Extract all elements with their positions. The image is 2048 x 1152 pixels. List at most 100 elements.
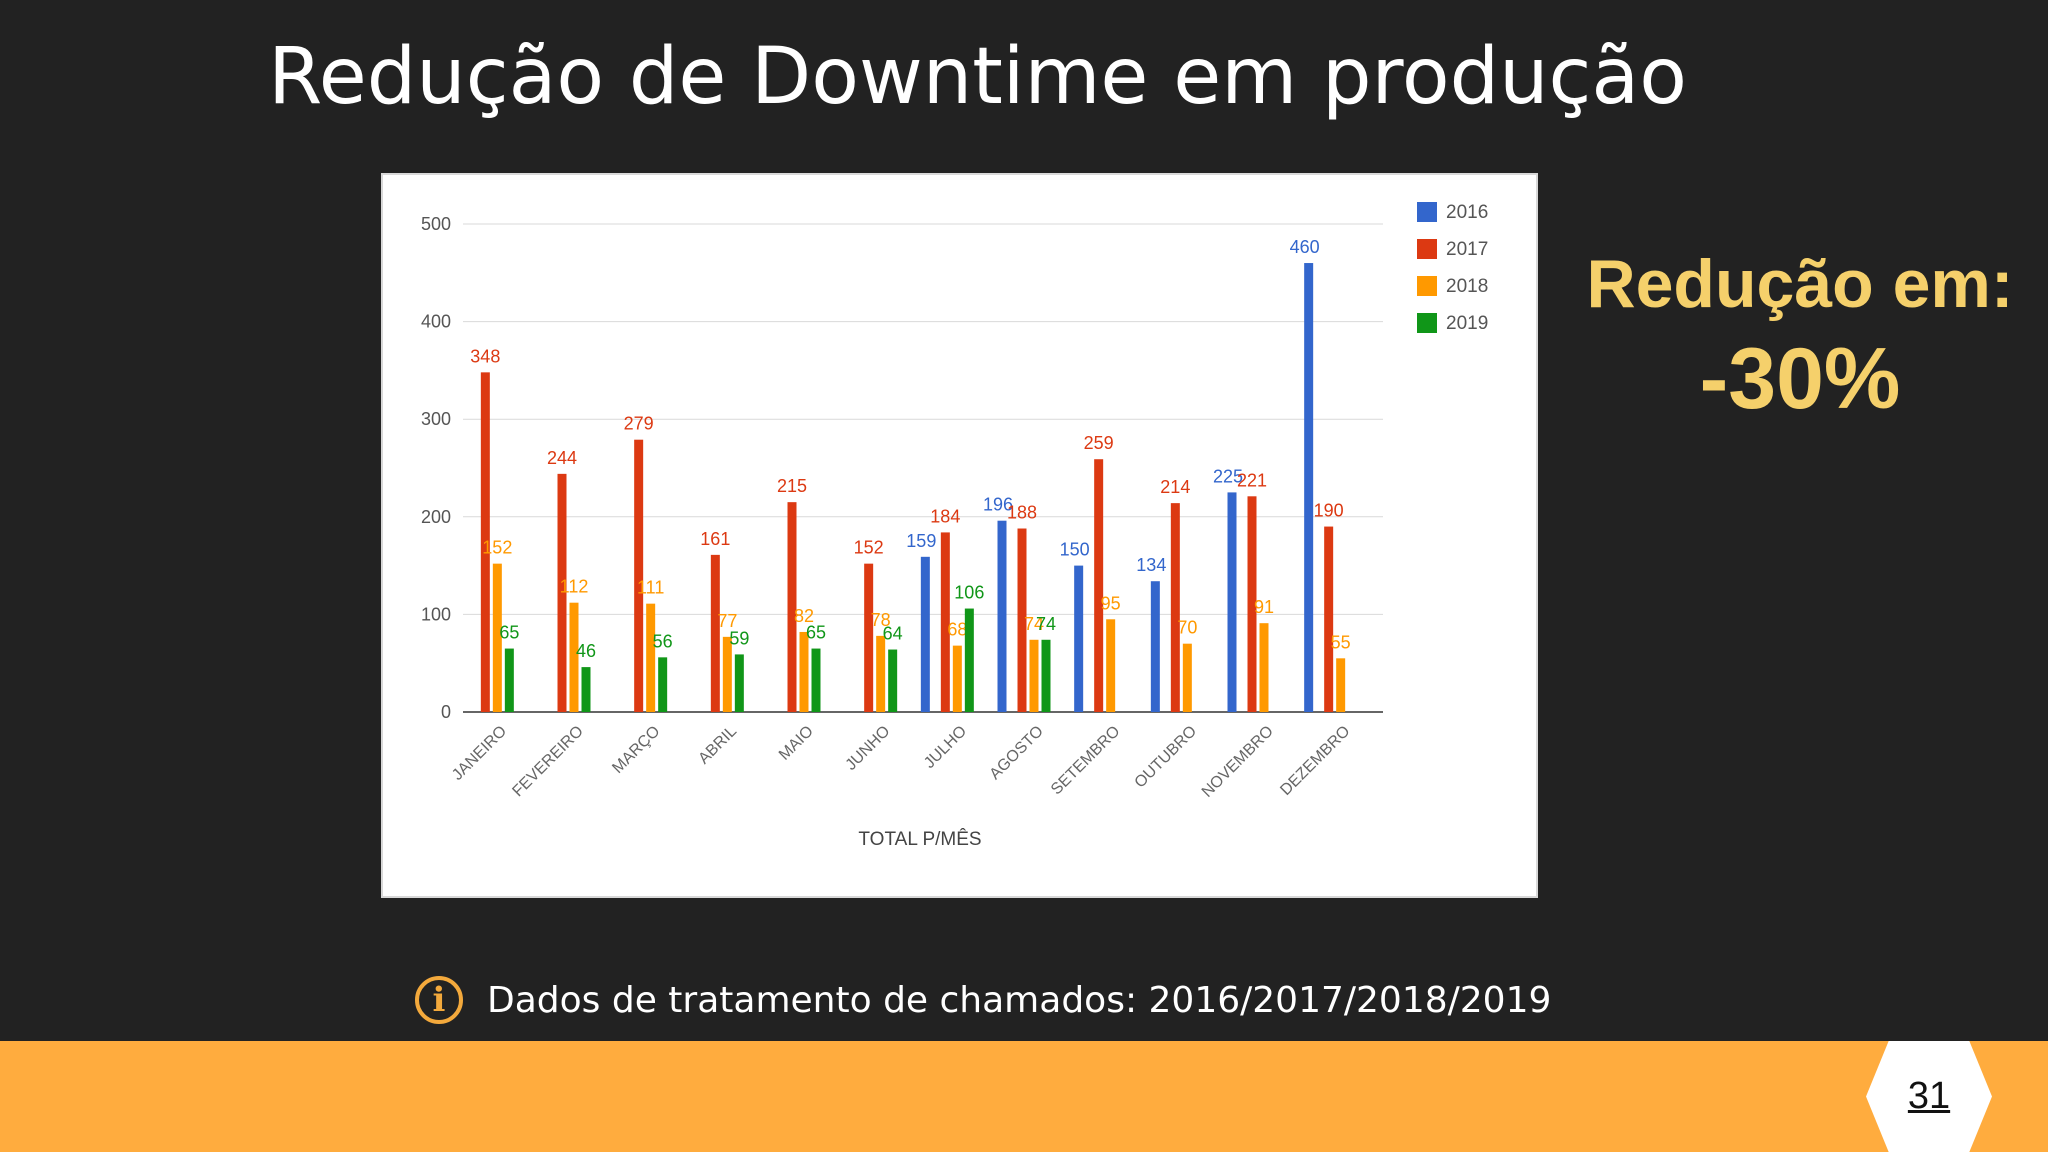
bar-2017-fevereiro bbox=[557, 473, 567, 712]
data-label: 59 bbox=[729, 628, 749, 648]
x-tick-label: MAIO bbox=[776, 723, 817, 764]
x-tick-label: JULHO bbox=[921, 723, 970, 772]
bar-2017-agosto bbox=[1017, 528, 1027, 712]
y-tick-label: 500 bbox=[421, 214, 451, 234]
data-label: 225 bbox=[1213, 466, 1243, 486]
bar-2019-agosto bbox=[1041, 639, 1051, 712]
bar-2019-janeiro bbox=[504, 648, 514, 712]
bar-2017-junho bbox=[864, 563, 874, 712]
data-label: 259 bbox=[1084, 433, 1114, 453]
y-tick-label: 100 bbox=[421, 604, 451, 624]
data-label: 460 bbox=[1290, 237, 1320, 257]
bar-2019-maio bbox=[811, 648, 821, 712]
bar-2019-junho bbox=[888, 649, 898, 712]
bar-2017-abril bbox=[710, 554, 720, 712]
bar-2018-abril bbox=[722, 636, 732, 712]
data-label: 348 bbox=[470, 346, 500, 366]
data-label: 112 bbox=[560, 577, 589, 597]
data-label: 190 bbox=[1314, 501, 1344, 521]
legend-label: 2017 bbox=[1446, 239, 1488, 260]
legend-swatch-2016 bbox=[1417, 202, 1437, 222]
info-circle-icon: i bbox=[415, 976, 463, 1024]
data-label: 244 bbox=[547, 448, 577, 468]
data-label: 152 bbox=[854, 538, 884, 558]
data-label: 111 bbox=[637, 578, 664, 598]
x-tick-label: SETEMBRO bbox=[1048, 723, 1124, 799]
data-label: 78 bbox=[871, 610, 891, 630]
data-label: 95 bbox=[1101, 593, 1121, 613]
data-label: 64 bbox=[883, 624, 903, 644]
bar-2018-dezembro bbox=[1336, 658, 1346, 712]
y-tick-label: 300 bbox=[421, 409, 451, 429]
chart-legend: 2016 2017 2018 2019 bbox=[1417, 202, 1488, 334]
bar-2018-janeiro bbox=[492, 563, 502, 712]
data-label: 196 bbox=[983, 495, 1013, 515]
bar-2018-julho bbox=[952, 645, 962, 712]
bar-2017-janeiro bbox=[480, 372, 490, 712]
bar-2016-agosto bbox=[997, 520, 1007, 712]
bar-2016-outubro bbox=[1150, 581, 1160, 712]
legend-swatch-2019 bbox=[1417, 313, 1437, 333]
data-label: 152 bbox=[482, 538, 512, 558]
data-label: 91 bbox=[1254, 597, 1274, 617]
data-label: 159 bbox=[906, 531, 936, 551]
bar-2016-julho bbox=[920, 556, 930, 712]
bar-2016-dezembro bbox=[1304, 263, 1314, 712]
bar-2018-outubro bbox=[1182, 643, 1192, 712]
bar-2018-fevereiro bbox=[569, 602, 579, 712]
bar-2016-novembro bbox=[1227, 492, 1237, 712]
legend-swatch-2018 bbox=[1417, 276, 1437, 296]
y-tick-label: 200 bbox=[421, 507, 451, 527]
bar-2019-abril bbox=[734, 654, 744, 712]
legend-swatch-2017 bbox=[1417, 239, 1437, 259]
x-tick-label: FEVEREIRO bbox=[509, 723, 586, 800]
data-label: 188 bbox=[1007, 503, 1037, 523]
x-tick-label: JANEIRO bbox=[449, 723, 510, 784]
data-label: 150 bbox=[1060, 540, 1090, 560]
bar-2018-março bbox=[646, 603, 656, 712]
bar-2017-setembro bbox=[1094, 459, 1104, 712]
bar-2018-junho bbox=[876, 635, 886, 712]
legend-label: 2016 bbox=[1446, 202, 1488, 223]
data-label: 65 bbox=[806, 623, 826, 643]
data-label: 46 bbox=[576, 641, 596, 661]
data-label: 56 bbox=[653, 631, 673, 651]
reduction-value: -30% bbox=[1699, 331, 1901, 427]
x-tick-label: DEZEMBRO bbox=[1277, 723, 1353, 799]
bar-2017-março bbox=[634, 439, 644, 712]
y-axis: 0 100 200 300 400 500 bbox=[421, 214, 451, 722]
x-axis-label: TOTAL P/MÊS bbox=[858, 828, 981, 850]
data-label: 221 bbox=[1237, 470, 1267, 490]
data-label: 70 bbox=[1177, 618, 1197, 638]
footer-bar bbox=[0, 1041, 2048, 1152]
bar-2017-maio bbox=[787, 502, 797, 712]
data-label: 106 bbox=[954, 583, 984, 603]
x-axis: JANEIRO FEVEREIRO MARÇO ABRIL MAIO JUNHO JULHO… bbox=[449, 723, 1353, 801]
legend-label: 2019 bbox=[1446, 313, 1488, 334]
bar-2019-julho bbox=[964, 608, 974, 712]
x-tick-label: OUTUBRO bbox=[1132, 723, 1201, 792]
data-label: 215 bbox=[777, 476, 807, 496]
y-tick-label: 400 bbox=[421, 312, 451, 332]
x-tick-label: MARÇO bbox=[609, 723, 663, 777]
info-text: Dados de tratamento de chamados: 2016/20… bbox=[487, 979, 1552, 1021]
data-label: 74 bbox=[1024, 614, 1044, 634]
x-tick-label: AGOSTO bbox=[987, 723, 1047, 783]
page-number-badge[interactable]: 31 bbox=[1866, 1041, 1992, 1152]
bar-2018-novembro bbox=[1259, 623, 1269, 712]
x-tick-label: ABRIL bbox=[695, 723, 740, 768]
data-label: 65 bbox=[499, 623, 519, 643]
data-label: 74 bbox=[1036, 614, 1056, 634]
bar-2017-outubro bbox=[1170, 503, 1180, 712]
chart-bars: 3481526524411246279111561617759215826515… bbox=[470, 237, 1351, 712]
info-row: i Dados de tratamento de chamados: 2016/… bbox=[415, 973, 1551, 1027]
data-label: 184 bbox=[930, 506, 960, 526]
data-label: 55 bbox=[1331, 632, 1351, 652]
x-tick-label: NOVEMBRO bbox=[1199, 723, 1277, 801]
data-label: 68 bbox=[947, 620, 967, 640]
page-number[interactable]: 31 bbox=[1907, 1075, 1951, 1117]
legend-label: 2018 bbox=[1446, 276, 1488, 297]
slide-title: Redução de Downtime em produção bbox=[268, 32, 1687, 122]
data-label: 77 bbox=[717, 611, 737, 631]
bar-2019-março bbox=[658, 657, 668, 712]
